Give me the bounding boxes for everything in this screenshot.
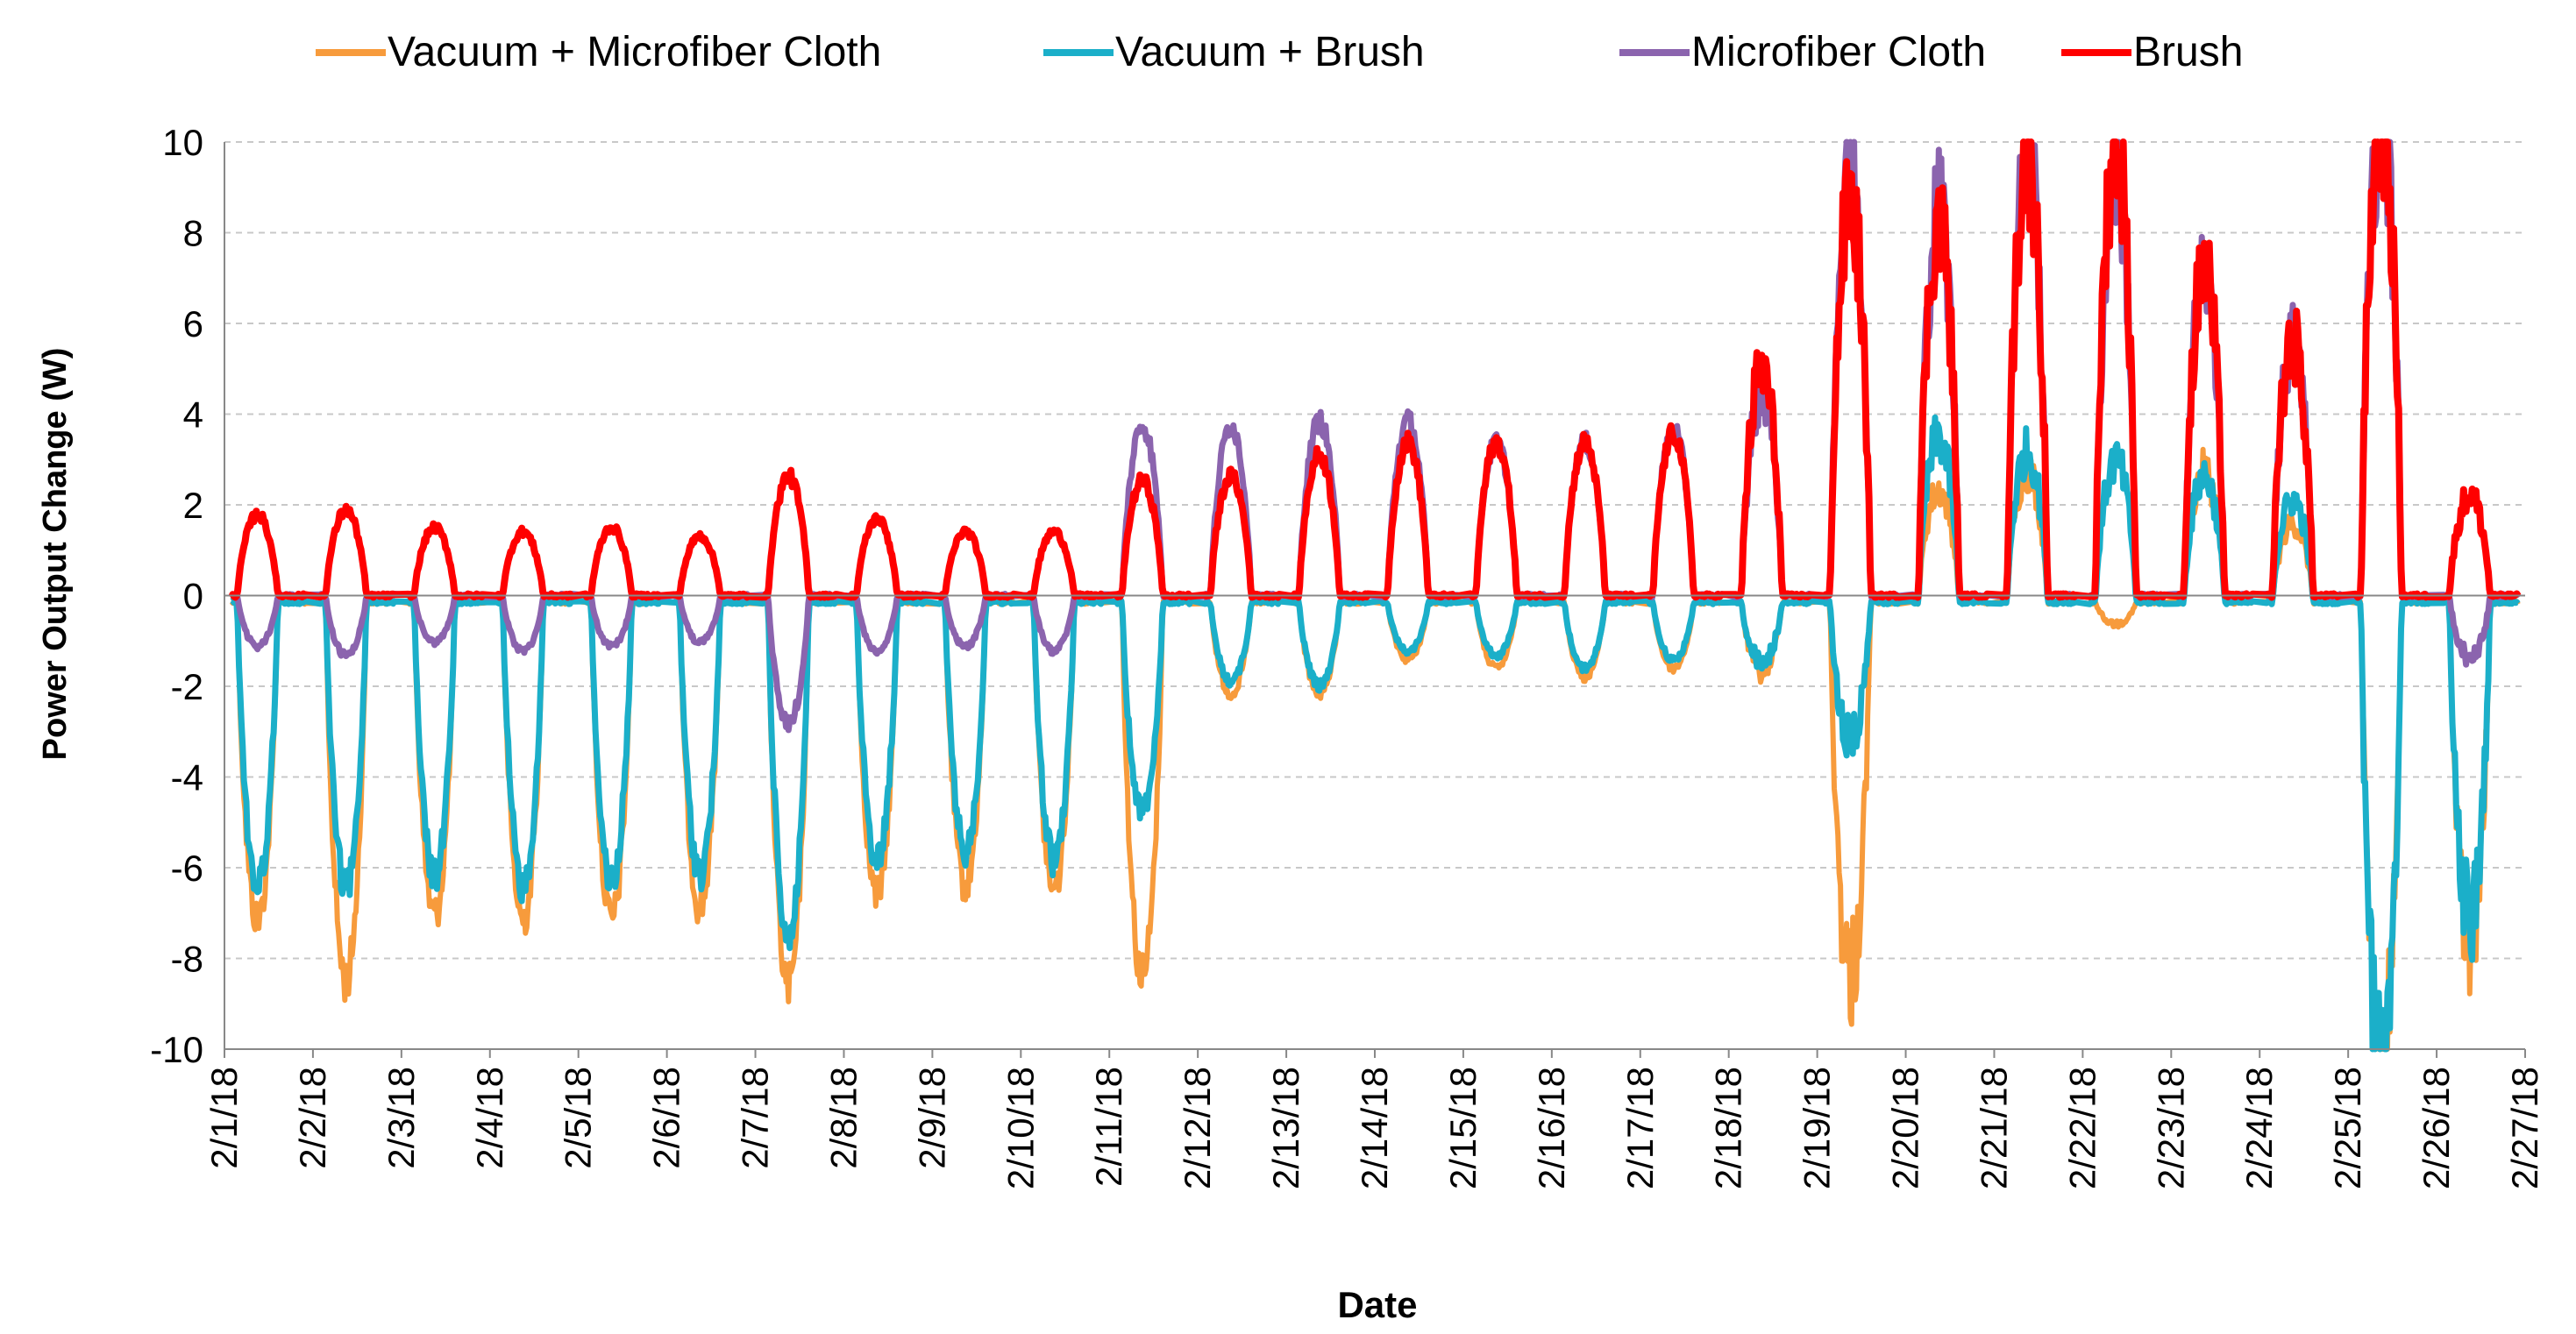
x-tick-label: 2/11/18 <box>1088 1067 1129 1187</box>
y-tick-label: -8 <box>171 939 203 980</box>
series-line <box>230 414 2521 1053</box>
x-tick-label: 2/2/18 <box>292 1067 333 1169</box>
x-tick-label: 2/18/18 <box>1708 1067 1749 1189</box>
y-tick-label: 2 <box>183 485 203 526</box>
x-tick-label: 2/24/18 <box>2238 1067 2280 1189</box>
y-tick-label: -4 <box>171 757 203 798</box>
y-tick-label: 6 <box>183 303 203 344</box>
y-axis-label: Power Output Change (W) <box>37 348 74 761</box>
x-tick-label: 2/19/18 <box>1797 1067 1838 1189</box>
x-tick-label: 2/25/18 <box>2327 1067 2368 1189</box>
y-tick-label: 4 <box>183 394 203 436</box>
series-line <box>229 138 2520 734</box>
x-tick-label: 2/17/18 <box>1619 1067 1661 1189</box>
legend-label: Vacuum + Microfiber Cloth <box>388 29 881 75</box>
legend-label: Brush <box>2133 29 2243 75</box>
y-tick-label: 8 <box>183 213 203 254</box>
series-line <box>228 138 2522 601</box>
x-tick-label: 2/20/18 <box>1885 1067 1926 1189</box>
x-tick-label: 2/27/18 <box>2504 1067 2545 1189</box>
x-tick-label: 2/16/18 <box>1531 1067 1572 1189</box>
x-tick-label: 2/14/18 <box>1354 1067 1395 1189</box>
x-tick-labels: 2/1/18 2/2/18 2/3/18 2/4/18 2/5/18 2/6/18 2/7/… <box>203 1049 2545 1189</box>
x-tick-label: 2/13/18 <box>1265 1067 1306 1189</box>
x-tick-label: 2/23/18 <box>2150 1067 2191 1189</box>
x-tick-label: 2/12/18 <box>1177 1067 1218 1189</box>
axes <box>224 142 2525 1050</box>
legend-label: Microfiber Cloth <box>1691 29 1986 75</box>
x-axis-label: Date <box>1337 1284 1417 1325</box>
y-tick-label: 0 <box>183 576 203 617</box>
legend: Vacuum + Microfiber Cloth Vacuum + Brush M… <box>316 29 2243 75</box>
y-tick-label: -6 <box>171 848 203 889</box>
x-tick-label: 2/22/18 <box>2061 1067 2103 1189</box>
x-tick-label: 2/15/18 <box>1442 1067 1484 1189</box>
x-tick-label: 2/1/18 <box>203 1067 245 1169</box>
x-tick-label: 2/10/18 <box>1000 1067 1041 1189</box>
x-tick-label: 2/3/18 <box>381 1067 422 1169</box>
y-tick-label: -10 <box>150 1029 203 1070</box>
x-tick-label: 2/8/18 <box>822 1067 864 1169</box>
y-tick-label: 10 <box>162 122 203 163</box>
legend-label: Vacuum + Brush <box>1115 29 1425 75</box>
x-tick-label: 2/21/18 <box>1973 1067 2014 1189</box>
x-tick-label: 2/7/18 <box>735 1067 776 1169</box>
x-tick-label: 2/9/18 <box>911 1067 952 1169</box>
y-tick-label: -2 <box>171 666 203 707</box>
x-tick-label: 2/6/18 <box>646 1067 687 1169</box>
x-tick-label: 2/4/18 <box>469 1067 510 1169</box>
y-tick-labels: -10 -8 -6 -4 -2 0 2 4 6 8 10 <box>150 122 203 1070</box>
x-tick-label: 2/26/18 <box>2416 1067 2457 1189</box>
x-tick-label: 2/5/18 <box>558 1067 599 1169</box>
